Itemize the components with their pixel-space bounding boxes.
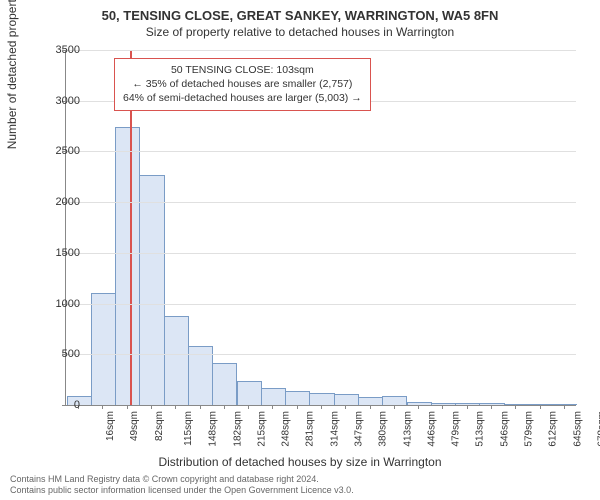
bar: [358, 397, 383, 405]
xtick-label: 148sqm: [208, 411, 219, 447]
footer-line-1: Contains HM Land Registry data © Crown c…: [10, 474, 354, 485]
xtick-mark: [224, 405, 225, 409]
ytick-label: 500: [62, 348, 80, 360]
chart-title: 50, TENSING CLOSE, GREAT SANKEY, WARRING…: [0, 0, 600, 23]
xtick-label: 248sqm: [281, 411, 292, 447]
bar: [334, 394, 359, 405]
info-box: 50 TENSING CLOSE: 103sqm ← 35% of detach…: [114, 58, 371, 111]
y-axis-label: Number of detached properties: [5, 0, 19, 149]
bar: [261, 388, 286, 405]
bar: [115, 127, 140, 405]
gridline: [66, 50, 576, 51]
gridline: [66, 202, 576, 203]
xtick-mark: [394, 405, 395, 409]
xtick-mark: [175, 405, 176, 409]
ytick-mark: [62, 405, 66, 406]
bar: [528, 404, 553, 406]
xtick-mark: [540, 405, 541, 409]
xtick-label: 49sqm: [129, 411, 140, 441]
xtick-label: 612sqm: [548, 411, 559, 447]
xtick-label: 513sqm: [475, 411, 486, 447]
ytick-label: 0: [74, 399, 80, 411]
xtick-label: 645sqm: [572, 411, 583, 447]
xtick-mark: [491, 405, 492, 409]
xtick-mark: [418, 405, 419, 409]
info-line-3: 64% of semi-detached houses are larger (…: [123, 91, 362, 105]
xtick-mark: [345, 405, 346, 409]
gridline: [66, 253, 576, 254]
ytick-label: 2500: [56, 145, 80, 157]
bar: [139, 175, 164, 405]
ytick-label: 3500: [56, 44, 80, 56]
x-axis-label: Distribution of detached houses by size …: [0, 455, 600, 469]
xtick-mark: [200, 405, 201, 409]
xtick-label: 413sqm: [402, 411, 413, 447]
bar: [164, 316, 189, 405]
gridline: [66, 354, 576, 355]
xtick-mark: [127, 405, 128, 409]
xtick-label: 16sqm: [105, 411, 116, 441]
gridline: [66, 304, 576, 305]
xtick-mark: [272, 405, 273, 409]
bar: [212, 363, 237, 405]
bar: [91, 293, 116, 405]
xtick-label: 546sqm: [499, 411, 510, 447]
ytick-label: 2000: [56, 196, 80, 208]
xtick-label: 579sqm: [524, 411, 535, 447]
xtick-mark: [515, 405, 516, 409]
bar: [285, 391, 310, 405]
xtick-mark: [467, 405, 468, 409]
bar: [455, 403, 480, 405]
xtick-mark: [370, 405, 371, 409]
xtick-mark: [564, 405, 565, 409]
xtick-mark: [102, 405, 103, 409]
xtick-label: 380sqm: [378, 411, 389, 447]
xtick-mark: [297, 405, 298, 409]
xtick-mark: [151, 405, 152, 409]
chart-subtitle: Size of property relative to detached ho…: [0, 23, 600, 45]
bar: [504, 404, 529, 406]
ytick-label: 3000: [56, 95, 80, 107]
xtick-mark: [442, 405, 443, 409]
xtick-label: 115sqm: [183, 411, 194, 446]
xtick-label: 446sqm: [426, 411, 437, 447]
xtick-mark: [248, 405, 249, 409]
xtick-label: 182sqm: [232, 411, 243, 447]
xtick-label: 281sqm: [305, 411, 316, 447]
chart-container: 50, TENSING CLOSE, GREAT SANKEY, WARRING…: [0, 0, 600, 500]
bar: [309, 393, 334, 405]
bar: [552, 404, 577, 406]
xtick-label: 678sqm: [596, 411, 600, 447]
xtick-label: 479sqm: [451, 411, 462, 447]
footer-line-2: Contains public sector information licen…: [10, 485, 354, 496]
xtick-label: 347sqm: [354, 411, 365, 447]
xtick-label: 82sqm: [154, 411, 165, 441]
ytick-label: 1500: [56, 247, 80, 259]
footer: Contains HM Land Registry data © Crown c…: [10, 474, 354, 496]
bar: [237, 381, 262, 405]
ytick-label: 1000: [56, 298, 80, 310]
gridline: [66, 151, 576, 152]
bar: [382, 396, 407, 405]
info-line-2: ← 35% of detached houses are smaller (2,…: [123, 77, 362, 91]
info-line-1: 50 TENSING CLOSE: 103sqm: [123, 63, 362, 77]
bar: [431, 403, 456, 405]
xtick-label: 314sqm: [329, 411, 340, 447]
xtick-label: 215sqm: [256, 411, 267, 447]
xtick-mark: [321, 405, 322, 409]
